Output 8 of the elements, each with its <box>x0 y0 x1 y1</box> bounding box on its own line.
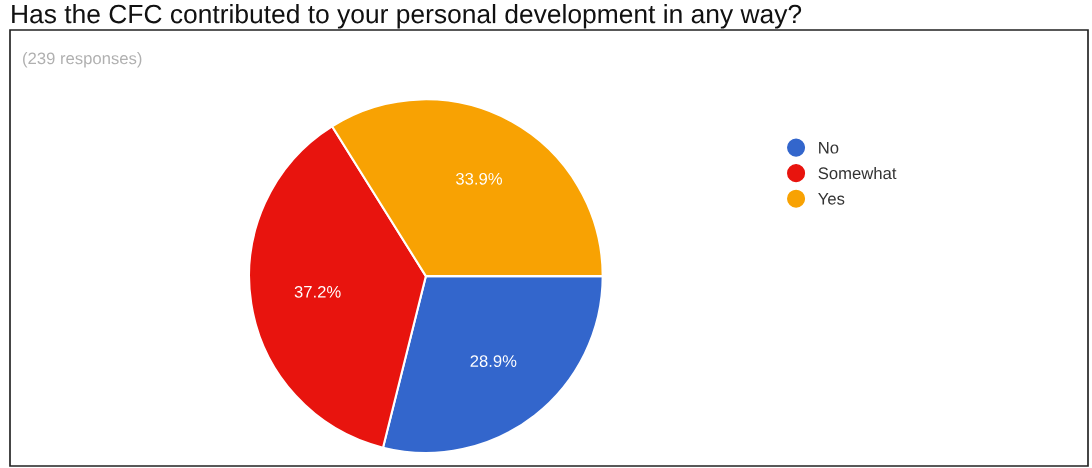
data-label: 37.2% <box>294 285 341 298</box>
legend-label: Yes <box>818 193 845 205</box>
text: (239 responses) <box>23 52 142 68</box>
legend-label: No <box>819 141 839 154</box>
legend-label: Somewhat <box>818 166 897 180</box>
data-label: 33.9% <box>456 172 503 185</box>
chart-title: Has the CFC contributed to your personal development in any way? <box>12 4 802 29</box>
data-label: 28.9% <box>470 355 517 367</box>
